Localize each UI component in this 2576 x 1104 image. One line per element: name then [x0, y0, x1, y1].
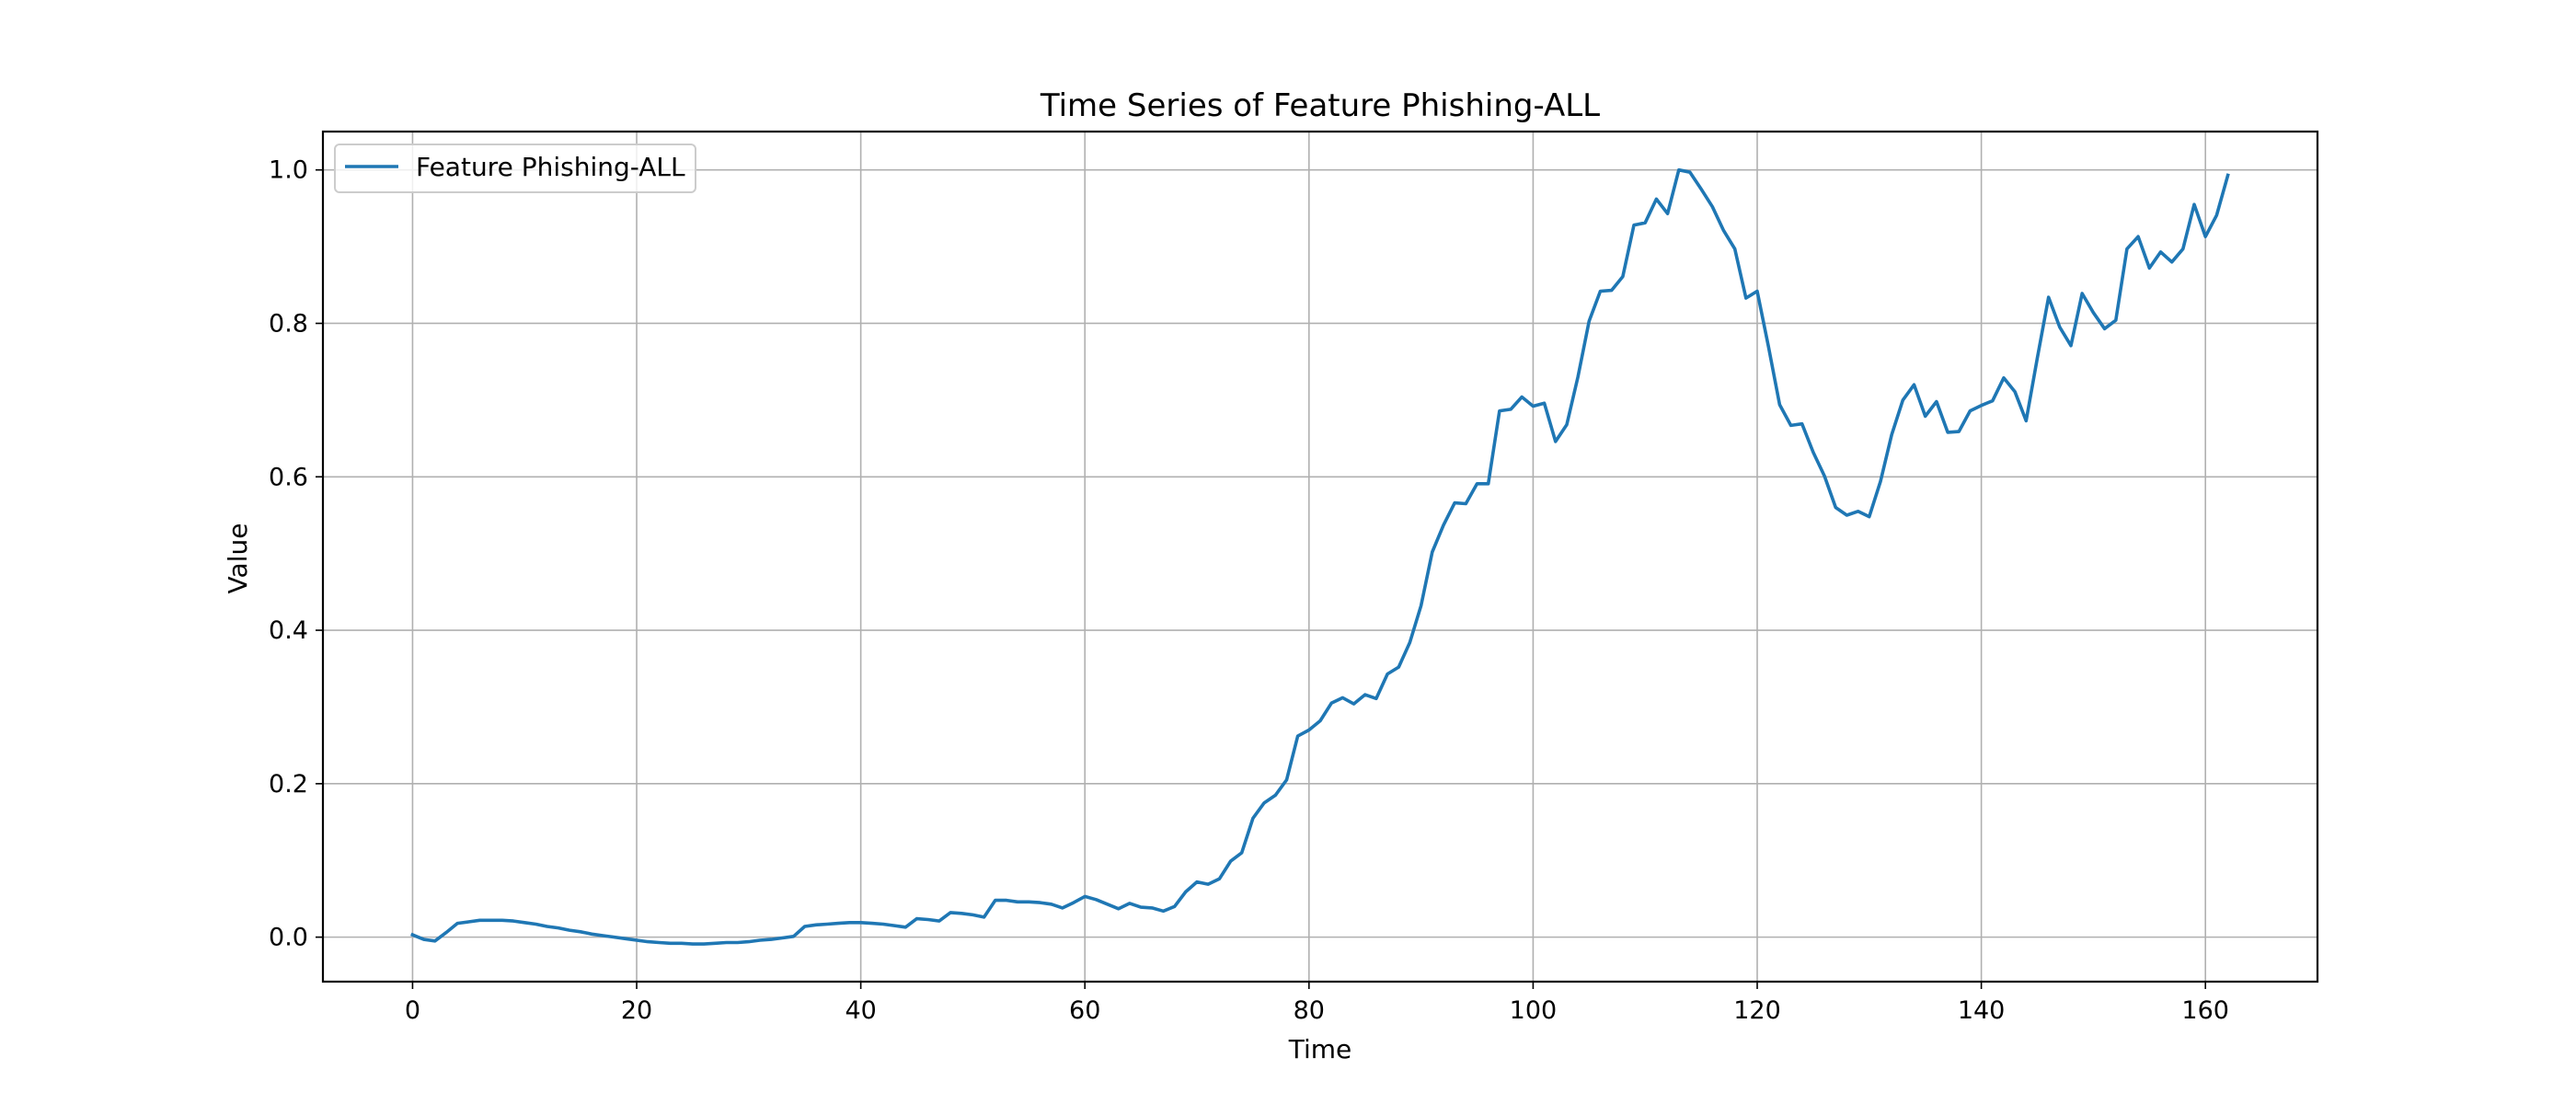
x-axis-label: Time [1288, 1034, 1352, 1064]
x-tick-label: 40 [845, 996, 876, 1025]
grid [323, 132, 2317, 982]
y-axis-label: Value [223, 523, 253, 594]
y-tick-label: 0.2 [269, 770, 308, 799]
x-tick-label: 60 [1069, 996, 1100, 1025]
y-tick-label: 0.0 [269, 924, 308, 952]
y-tick-label: 0.8 [269, 309, 308, 338]
x-tick-label: 120 [1733, 996, 1781, 1025]
legend: Feature Phishing-ALL [334, 144, 696, 193]
y-tick-label: 0.4 [269, 616, 308, 645]
chart-title: Time Series of Feature Phishing-ALL [1040, 87, 1600, 124]
x-tick-label: 140 [1958, 996, 2006, 1025]
y-tick-label: 1.0 [269, 156, 308, 185]
y-tick-label: 0.6 [269, 463, 308, 491]
x-tick-label: 160 [2181, 996, 2229, 1025]
plot-area-frame [321, 130, 2319, 983]
x-axis-ticks: 0 20 40 60 80 100 120 140 160 [405, 982, 2229, 1025]
x-tick-label: 0 [405, 996, 420, 1025]
x-tick-label: 80 [1294, 996, 1325, 1025]
y-axis-ticks: 0.0 0.2 0.4 0.6 0.8 1.0 [269, 156, 323, 952]
legend-box [334, 144, 696, 193]
series-line [410, 167, 2230, 946]
legend-label: Feature Phishing-ALL [416, 152, 685, 182]
series-layer [410, 167, 2230, 946]
x-tick-label: 20 [621, 996, 652, 1025]
x-tick-label: 100 [1510, 996, 1558, 1025]
